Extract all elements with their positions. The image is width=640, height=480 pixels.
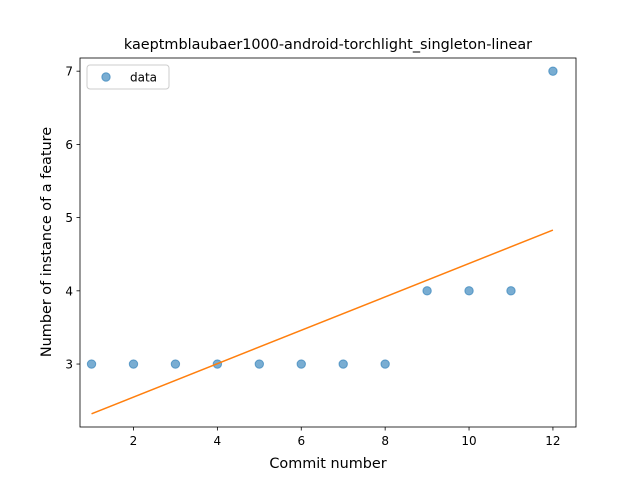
data-point: [86, 359, 97, 369]
x-tick-label: 10: [461, 434, 476, 448]
data-point: [170, 359, 181, 369]
data-point: [128, 359, 139, 369]
data-point: [296, 359, 306, 369]
data-point: [380, 359, 390, 369]
x-tick-label: 2: [130, 434, 138, 448]
legend-frame: [86, 64, 170, 90]
data-point: [548, 66, 558, 76]
x-tick-label: 12: [545, 434, 560, 448]
legend: data: [86, 64, 170, 90]
plot-area: [80, 58, 576, 427]
y-axis-label: Number of instance of a feature: [39, 127, 55, 357]
x-axis: 2 4 6 8 10 12: [130, 427, 561, 448]
y-tick-label: 4: [65, 284, 73, 298]
y-tick-label: 6: [65, 138, 73, 152]
fit-line: [91, 229, 554, 415]
data-point: [422, 286, 432, 296]
data-point: [254, 359, 265, 369]
legend-marker: [101, 72, 111, 82]
legend-label: data: [130, 71, 157, 85]
y-tick-label: 5: [65, 211, 73, 225]
y-tick-label: 3: [65, 358, 73, 372]
x-tick-label: 8: [381, 434, 389, 448]
x-axis-label: Commit number: [269, 456, 386, 472]
y-tick-label: 7: [65, 65, 73, 79]
chart-marks: [86, 66, 558, 415]
chart-title: kaeptmblaubaer1000-android-torchlight_si…: [124, 37, 532, 53]
y-axis: 3 4 5 6 7: [65, 65, 80, 372]
x-tick-label: 4: [214, 434, 222, 448]
data-point: [338, 359, 348, 369]
data-point: [464, 286, 474, 296]
data-point: [506, 286, 516, 296]
x-tick-label: 6: [297, 434, 305, 448]
plot-frame: [79, 57, 577, 428]
